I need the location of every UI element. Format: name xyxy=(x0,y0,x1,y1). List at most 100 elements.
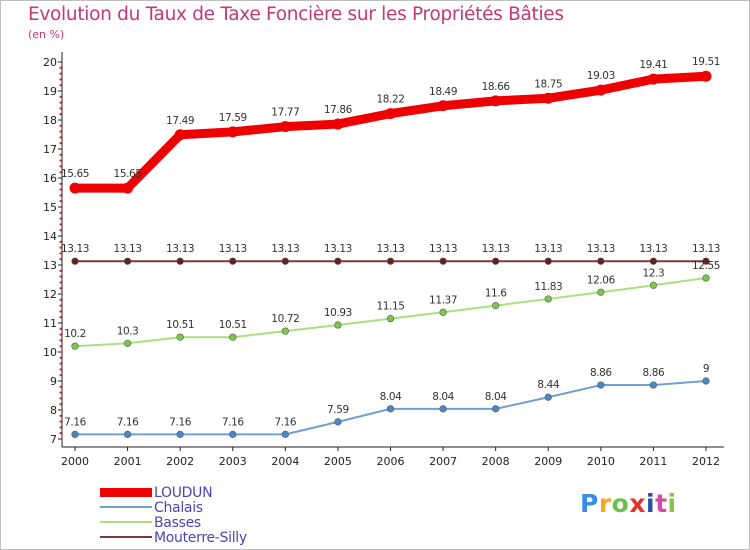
data-label-loudun: 17.86 xyxy=(324,104,353,116)
data-label-chalais: 8.04 xyxy=(380,391,402,403)
y-minor-tick xyxy=(59,316,62,319)
data-point-basses xyxy=(123,339,132,347)
data-label-chalais: 8.04 xyxy=(432,391,454,403)
data-point-loudun xyxy=(490,95,502,107)
data-label-basses: 10.51 xyxy=(219,319,247,331)
legend-swatch-mouterre-silly xyxy=(100,536,152,538)
y-minor-tick xyxy=(59,397,62,400)
data-label-loudun: 18.22 xyxy=(376,94,404,106)
y-minor-tick xyxy=(59,217,62,220)
y-minor-tick xyxy=(59,246,62,249)
data-point-basses xyxy=(492,302,500,310)
y-minor-tick xyxy=(59,136,62,139)
y-minor-tick xyxy=(59,258,62,261)
y-minor-tick xyxy=(59,275,62,278)
y-tick-label: 11 xyxy=(43,317,57,330)
data-point-mouterre-silly xyxy=(544,257,552,265)
data-label-loudun: 17.49 xyxy=(166,115,194,127)
data-label-loudun: 19.03 xyxy=(587,70,615,82)
y-minor-tick xyxy=(59,165,62,168)
y-minor-tick xyxy=(59,333,62,336)
data-label-loudun: 18.75 xyxy=(534,78,562,90)
y-tick-label: 10 xyxy=(43,346,57,359)
data-point-basses xyxy=(176,333,184,341)
data-point-basses xyxy=(544,295,552,303)
data-point-chalais xyxy=(334,418,342,426)
data-point-loudun xyxy=(595,84,607,96)
y-minor-tick xyxy=(59,356,62,359)
x-tick-label: 2004 xyxy=(271,455,299,468)
data-point-mouterre-silly xyxy=(176,257,184,265)
data-label-basses: 10.93 xyxy=(324,307,352,319)
data-label-mouterre-silly: 13.13 xyxy=(692,243,720,255)
data-label-basses: 11.15 xyxy=(376,301,404,313)
data-label-chalais: 8.86 xyxy=(590,367,612,379)
data-point-mouterre-silly xyxy=(334,257,342,265)
legend-label-loudun: LOUDUN xyxy=(154,485,213,501)
data-label-chalais: 7.16 xyxy=(117,416,139,428)
data-point-mouterre-silly xyxy=(702,257,710,265)
y-minor-tick xyxy=(59,194,62,197)
y-minor-tick xyxy=(59,188,62,191)
data-label-mouterre-silly: 13.13 xyxy=(429,243,457,255)
data-label-chalais: 7.16 xyxy=(169,416,191,428)
y-minor-tick xyxy=(59,368,62,371)
data-label-mouterre-silly: 13.13 xyxy=(324,243,352,255)
data-label-basses: 12.55 xyxy=(692,260,720,272)
data-point-loudun xyxy=(437,100,449,112)
data-label-chalais: 8.44 xyxy=(537,379,559,391)
data-label-chalais: 7.59 xyxy=(327,404,349,416)
data-label-mouterre-silly: 13.13 xyxy=(639,243,667,255)
data-label-loudun: 17.77 xyxy=(271,107,299,119)
y-minor-tick xyxy=(59,142,62,145)
x-tick-label: 2006 xyxy=(377,455,405,468)
legend-item-loudun: LOUDUN xyxy=(100,485,360,501)
y-tick-label: 8 xyxy=(50,404,57,417)
data-label-mouterre-silly: 13.13 xyxy=(534,243,562,255)
logo-letter: i xyxy=(646,489,656,518)
y-minor-tick xyxy=(59,385,62,388)
y-minor-tick xyxy=(59,374,62,377)
legend-item-basses: Basses xyxy=(100,515,360,531)
data-label-basses: 10.3 xyxy=(117,325,139,337)
y-minor-tick xyxy=(59,298,62,301)
data-point-chalais xyxy=(492,405,500,413)
y-minor-tick xyxy=(59,78,62,81)
data-point-basses xyxy=(702,274,710,282)
data-point-chalais xyxy=(123,430,132,438)
y-minor-tick xyxy=(59,124,62,127)
data-point-mouterre-silly xyxy=(597,257,605,265)
data-label-loudun: 15.65 xyxy=(61,168,89,180)
data-point-mouterre-silly xyxy=(386,257,395,265)
data-label-mouterre-silly: 13.13 xyxy=(271,243,299,255)
y-minor-tick xyxy=(59,171,62,174)
data-label-loudun: 18.49 xyxy=(429,86,457,98)
legend-item-chalais: Chalais xyxy=(100,500,360,516)
legend-item-mouterre-silly: Mouterre-Silly xyxy=(100,530,360,546)
y-minor-tick xyxy=(59,159,62,162)
y-tick-label: 9 xyxy=(50,375,57,388)
y-minor-tick xyxy=(59,362,62,365)
legend-swatch-loudun xyxy=(100,488,152,497)
legend-label-basses: Basses xyxy=(154,515,201,531)
legend: LOUDUN Chalais Basses Mouterre-Silly xyxy=(100,485,360,546)
y-minor-tick xyxy=(59,420,62,423)
y-tick-label: 13 xyxy=(43,259,57,272)
y-minor-tick xyxy=(59,153,62,156)
data-point-loudun xyxy=(332,118,344,130)
data-point-chalais xyxy=(597,381,605,389)
data-label-basses: 11.83 xyxy=(534,281,562,293)
y-minor-tick xyxy=(59,130,62,133)
y-minor-tick xyxy=(59,72,62,75)
data-point-chalais xyxy=(281,430,289,438)
x-tick-label: 2005 xyxy=(324,455,352,468)
data-point-chalais xyxy=(544,393,552,401)
data-label-mouterre-silly: 13.13 xyxy=(587,243,615,255)
y-tick-label: 16 xyxy=(43,172,57,185)
y-minor-tick xyxy=(59,281,62,284)
y-minor-tick xyxy=(59,211,62,214)
legend-label-mouterre-silly: Mouterre-Silly xyxy=(154,530,247,546)
proxiti-logo: Proxiti xyxy=(580,489,677,518)
logo-letter: P xyxy=(580,489,599,518)
